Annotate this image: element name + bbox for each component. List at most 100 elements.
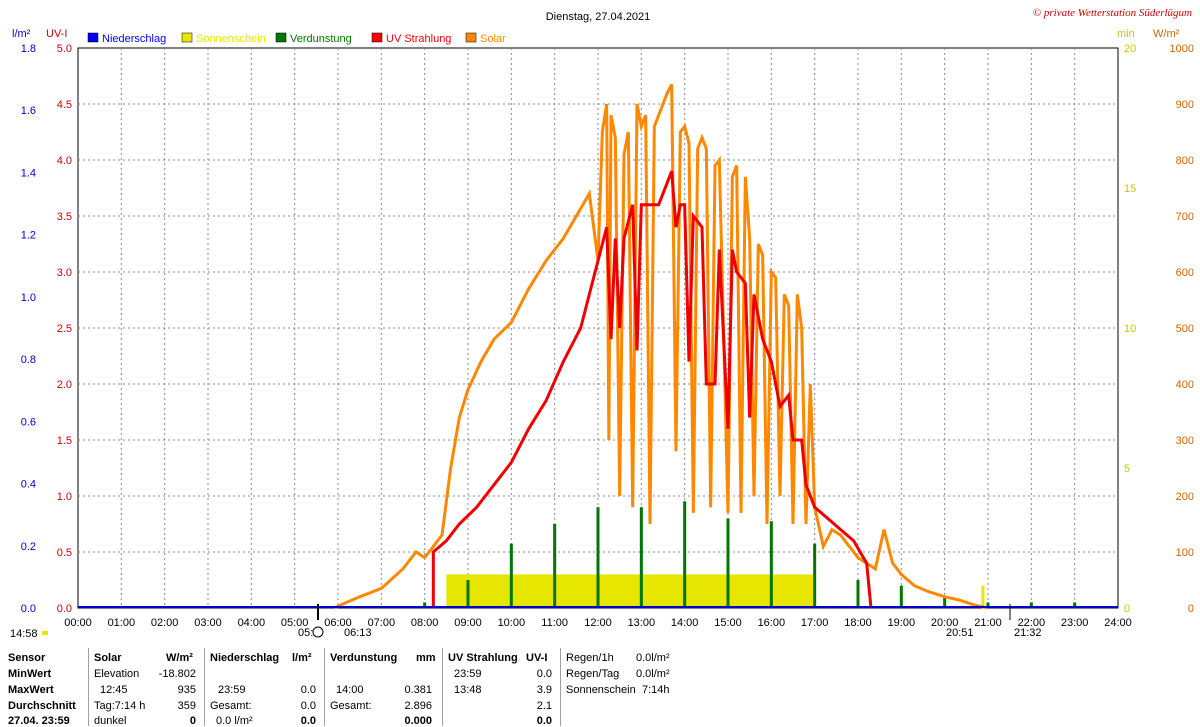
axis-tick-label: 500 — [1176, 323, 1194, 335]
minwert-label: MinWert — [8, 668, 52, 680]
axis-tick-label: 0.2 — [21, 541, 36, 553]
axis-tick-label: 0 — [1188, 603, 1194, 615]
marker-sunrise2: 06:13 — [344, 627, 372, 639]
legend-label: UV Strahlung — [386, 33, 451, 45]
axis-tick-label: 0.6 — [21, 416, 36, 428]
legend-label: Solar — [480, 33, 506, 45]
durchschnitt-label: Durchschnitt — [8, 700, 76, 712]
rain-now-value: 0.0 — [300, 715, 316, 727]
x-tick-label: 24:00 — [1104, 617, 1132, 629]
evaporation-bar — [986, 602, 990, 608]
axis-tick-label: 15 — [1124, 183, 1136, 195]
rain-1h-value: 0.0l/m² — [636, 652, 670, 664]
x-tick-label: 12:00 — [584, 617, 612, 629]
evap-max-value: 0.381 — [404, 684, 432, 696]
axis-tick-label: 2.5 — [57, 323, 72, 335]
axis-tick-label: 5 — [1124, 463, 1130, 475]
axis-tick-label: 0 — [1124, 603, 1130, 615]
evaporation-bar — [943, 596, 947, 608]
rain-1h-label: Regen/1h — [566, 652, 614, 664]
rain-axis-ticks: 0.0 0.2 0.4 0.6 0.8 1.0 1.2 1.4 1.6 1.8 — [21, 43, 36, 615]
uv-avg-value: 2.1 — [536, 700, 552, 712]
axis-tick-label: 900 — [1176, 99, 1194, 111]
uv-header: UV Strahlung — [448, 652, 518, 664]
rain-now-label: 0.0 l/m² — [216, 715, 253, 727]
axis-tick-label: 100 — [1176, 547, 1194, 559]
table-divider — [324, 648, 325, 726]
grid-lines — [78, 48, 1118, 608]
x-tick-label: 00:00 — [64, 617, 92, 629]
rain-max-value: 0.0 — [300, 684, 316, 696]
rain-max-time: 23:59 — [218, 684, 246, 696]
sensor-header: Sensor — [8, 652, 46, 664]
rain-total-label: Gesamt: — [210, 700, 252, 712]
evaporation-bar — [726, 518, 730, 608]
evaporation-bar — [553, 524, 557, 608]
axis-tick-label: 0.8 — [21, 354, 36, 366]
axis-tick-label: 20 — [1124, 43, 1136, 55]
axis-tick-label: 0.4 — [21, 479, 36, 491]
x-tick-label: 14:00 — [671, 617, 699, 629]
axis-tick-label: 3.0 — [57, 267, 72, 279]
rain-header: Niederschlag — [210, 652, 280, 664]
axis-tick-label: 1000 — [1170, 43, 1194, 55]
evap-unit: mm — [416, 652, 436, 664]
x-tick-label: 08:00 — [411, 617, 439, 629]
marker-sunrise: 05: — [298, 627, 313, 639]
table-divider — [88, 648, 89, 726]
rain-unit: l/m² — [292, 652, 312, 664]
solar-day-label: Tag:7:14 h — [94, 700, 146, 712]
legend-swatch — [465, 32, 477, 43]
date-label: 27.04. 23:59 — [8, 715, 70, 727]
uv-now-value: 0.0 — [536, 715, 552, 727]
axis-tick-label: 600 — [1176, 267, 1194, 279]
evaporation-bar — [899, 585, 903, 608]
legend-swatch — [371, 32, 383, 43]
axis-unit-solar: W/m² — [1153, 28, 1180, 40]
x-tick-label: 21:00 — [974, 617, 1002, 629]
evaporation-bar — [856, 580, 860, 608]
copyright-text: © private Wetterstation Süderlügum — [1033, 7, 1192, 19]
axis-tick-label: 0.0 — [21, 603, 36, 615]
table-divider — [204, 648, 205, 726]
x-tick-label: 06:00 — [324, 617, 352, 629]
x-tick-label: 13:00 — [628, 617, 656, 629]
uv-max-time: 13:48 — [454, 684, 482, 696]
evaporation-bar — [509, 543, 513, 608]
sunshine-bars — [446, 574, 1118, 608]
legend-label: Sonnenschein — [196, 33, 266, 45]
axis-tick-label: 1.4 — [21, 167, 36, 179]
x-tick-label: 23:00 — [1061, 617, 1089, 629]
x-tick-label: 07:00 — [368, 617, 396, 629]
axis-tick-label: 1.6 — [21, 105, 36, 117]
x-tick-label: 20:00 — [931, 617, 959, 629]
legend-label: Niederschlag — [102, 33, 166, 45]
axis-tick-label: 300 — [1176, 435, 1194, 447]
x-tick-label: 02:00 — [151, 617, 179, 629]
sunrise-icon — [312, 626, 324, 638]
x-tick-label: 01:00 — [108, 617, 136, 629]
axis-tick-label: 700 — [1176, 211, 1194, 223]
min-axis-ticks: 0 5 10 15 20 — [1124, 43, 1136, 615]
x-tick-label: 19:00 — [888, 617, 916, 629]
x-tick-label: 09:00 — [454, 617, 482, 629]
axis-tick-label: 200 — [1176, 491, 1194, 503]
evaporation-bar — [596, 507, 600, 608]
rain-day-value: 0.0l/m² — [636, 668, 670, 680]
evap-now-value: 0.000 — [404, 715, 432, 727]
axis-unit-min: min — [1117, 28, 1135, 40]
axis-tick-label: 1.0 — [57, 491, 72, 503]
solar-max-value: 935 — [177, 684, 196, 696]
x-tick-label: 15:00 — [714, 617, 742, 629]
axis-tick-label: 4.5 — [57, 99, 72, 111]
x-tick-label: 18:00 — [844, 617, 872, 629]
x-tick-label: 10:00 — [498, 617, 526, 629]
solar-min-value: -18.802 — [158, 668, 196, 680]
uv-min-value: 0.0 — [536, 668, 552, 680]
axis-unit-uv: UV-I — [46, 28, 67, 40]
rain-total-value: 0.0 — [300, 700, 316, 712]
legend-swatch — [181, 32, 193, 43]
axis-tick-label: 5.0 — [57, 43, 72, 55]
axis-tick-label: 10 — [1124, 323, 1136, 335]
x-tick-label: 17:00 — [801, 617, 829, 629]
